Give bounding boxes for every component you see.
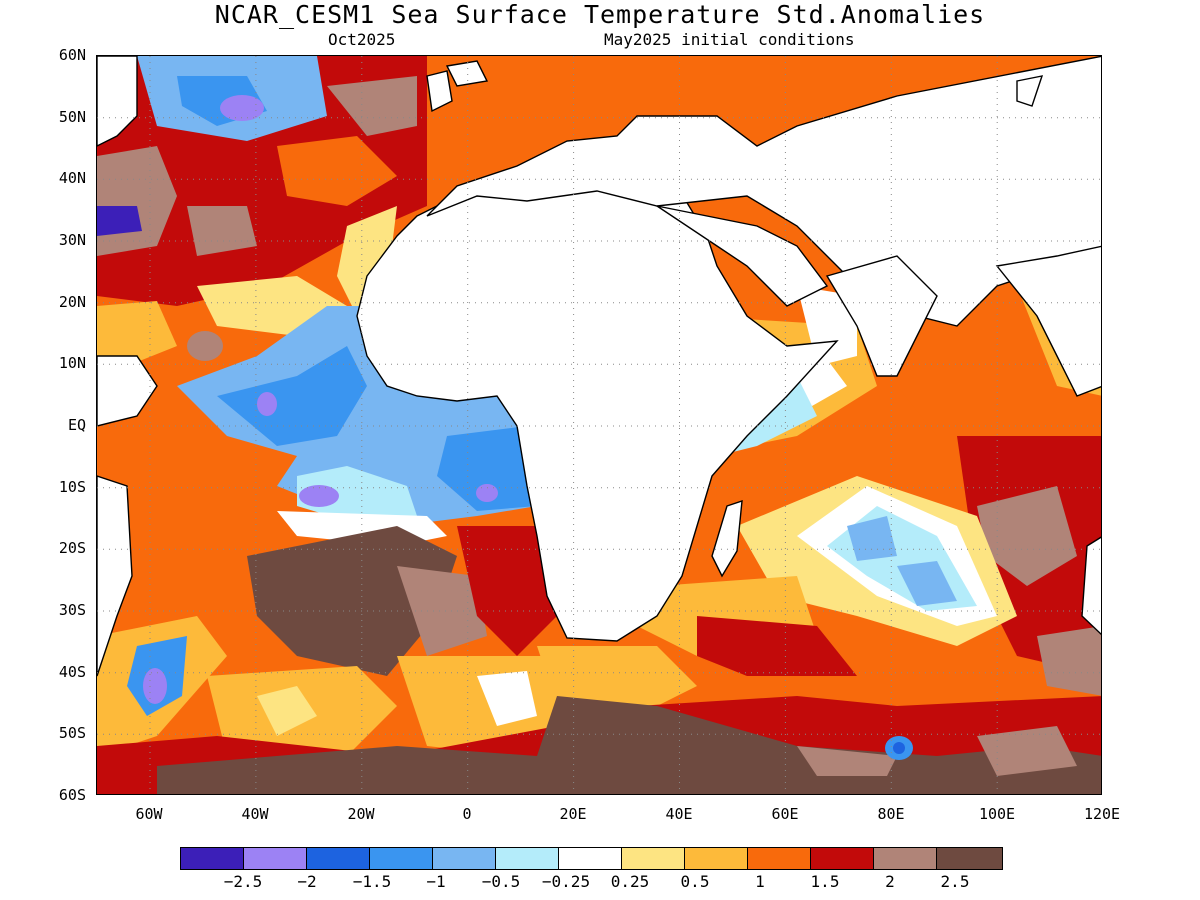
lat-label: 30S: [58, 601, 86, 619]
british-isles-land: [426, 70, 453, 113]
colorbar-tick-label: −1: [426, 872, 446, 891]
south-america-land: [97, 355, 158, 427]
colorbar-tick-label: 0.5: [680, 872, 710, 891]
lon-label: 40E: [665, 805, 693, 823]
anomaly-map: [96, 55, 1102, 795]
anomaly-patch: [277, 136, 397, 206]
anomaly-patch: [97, 206, 142, 236]
anomaly-patch: [257, 392, 277, 416]
land-masses: [97, 56, 1101, 677]
lon-label: 20W: [347, 805, 375, 823]
lat-label: 40N: [58, 169, 86, 188]
colorbar-tick-label: 1: [755, 872, 765, 891]
anomaly-patch: [220, 95, 264, 121]
colorbar-tick-label: 1.5: [810, 872, 840, 891]
anomaly-patch: [187, 206, 257, 256]
lat-label: EQ: [67, 416, 86, 434]
anomaly-patch: [247, 526, 457, 676]
north-america-land: [97, 56, 138, 147]
colorbar-swatch: [748, 848, 811, 869]
arabia-land: [656, 205, 829, 307]
anomaly-patch: [217, 346, 367, 446]
se-asia-land: [995, 245, 1101, 397]
lon-label: 40W: [241, 805, 269, 823]
anomaly-patch: [143, 668, 167, 704]
lat-label: 40S: [58, 662, 86, 681]
lat-label: 10S: [58, 477, 86, 496]
colorbar-swatch: [874, 848, 937, 869]
australia-land: [1081, 536, 1101, 636]
anomaly-patch: [1037, 626, 1101, 696]
south-america-land: [97, 475, 133, 677]
lon-label: 0: [462, 805, 472, 823]
anomaly-patch: [697, 616, 857, 676]
lon-label: 60E: [771, 805, 799, 823]
lat-label: 30N: [58, 231, 86, 249]
colorbar-tick-label: −0.25: [541, 872, 591, 891]
lat-label: 60N: [58, 46, 86, 64]
anomaly-patch: [327, 76, 417, 136]
map-title: NCAR_CESM1 Sea Surface Temperature Std.A…: [214, 0, 986, 29]
anomaly-patch: [187, 331, 223, 361]
colorbar-swatch: [307, 848, 370, 869]
colorbar-swatch: [811, 848, 874, 869]
lon-label: 20E: [559, 805, 587, 823]
colorbar-swatch: [937, 848, 1002, 869]
colorbar-swatch: [685, 848, 748, 869]
japan-land: [1016, 75, 1044, 107]
anomaly-patch: [893, 742, 905, 754]
anomaly-patch: [897, 286, 1057, 436]
valid-month-label: Oct2025: [328, 30, 396, 49]
madagascar-land: [711, 499, 743, 578]
colorbar-tick-label: 2: [885, 872, 895, 891]
anomaly-patch: [897, 561, 957, 606]
colorbar-swatch: [433, 848, 496, 869]
colorbar-swatch: [622, 848, 685, 869]
lat-label: 10N: [58, 354, 86, 373]
anomaly-patch: [297, 466, 417, 521]
colorbar-swatch: [496, 848, 559, 869]
india-land: [825, 255, 938, 377]
anomaly-patch: [257, 686, 317, 736]
colorbar-tick-label: 0.25: [610, 872, 650, 891]
lon-label: 100E: [978, 805, 1016, 823]
colorbar-swatch: [559, 848, 622, 869]
anomaly-patch: [97, 301, 177, 366]
anomaly-patch: [977, 486, 1077, 586]
colorbar-swatch: [181, 848, 244, 869]
anomaly-patch: [457, 526, 557, 656]
colorbar-legend: [180, 847, 1003, 870]
colorbar-swatch: [370, 848, 433, 869]
anomaly-patch: [299, 485, 339, 507]
lon-label: 60W: [135, 805, 163, 823]
lat-label: 20N: [58, 292, 86, 311]
colorbar-tick-label: −2: [297, 872, 317, 891]
colorbar-swatch: [244, 848, 307, 869]
colorbar-tick-label: 2.5: [940, 872, 970, 891]
anomaly-patch: [477, 671, 537, 726]
colorbar-tick-label: −1.5: [352, 872, 392, 891]
anomaly-patch: [437, 426, 537, 511]
lon-label: 80E: [877, 805, 905, 823]
anomaly-patch: [397, 566, 487, 656]
lat-label: 20S: [58, 539, 86, 558]
anomaly-patch: [977, 726, 1077, 776]
anomaly-patch: [797, 746, 897, 776]
lon-label: 120E: [1083, 805, 1121, 823]
lat-label: 60S: [58, 786, 86, 804]
colorbar-tick-label: −2.5: [223, 872, 263, 891]
iceland-land: [445, 60, 489, 87]
lat-label: 50S: [58, 724, 86, 743]
anomaly-patch: [476, 484, 498, 502]
lat-label: 50N: [58, 107, 86, 126]
initial-conditions-label: May2025 initial conditions: [604, 30, 855, 49]
colorbar-tick-label: −0.5: [481, 872, 521, 891]
